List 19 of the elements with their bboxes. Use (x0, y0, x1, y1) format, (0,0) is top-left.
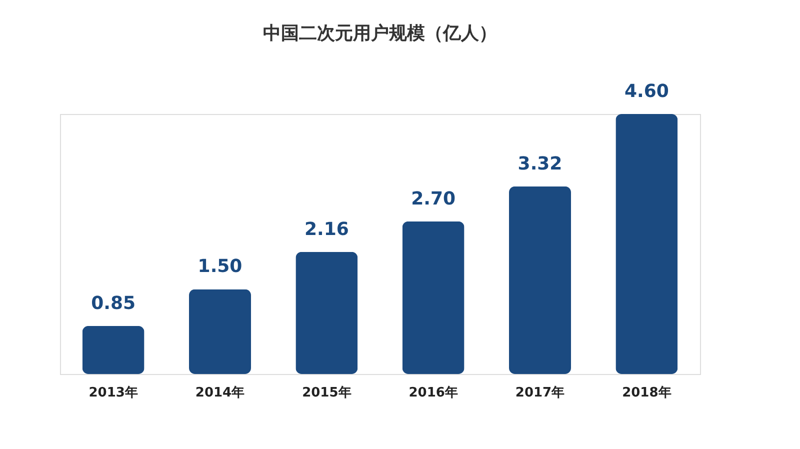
bar (402, 221, 464, 374)
x-tick-label: 2015年 (302, 386, 352, 400)
chart-title: 中国二次元用户规模（亿人） (263, 23, 497, 44)
data-label: 1.50 (198, 256, 242, 278)
data-label: 0.85 (91, 292, 136, 314)
bar (616, 114, 678, 374)
data-label: 4.60 (624, 81, 669, 102)
x-tick-label: 2017年 (515, 386, 565, 400)
bar (296, 252, 358, 374)
x-tick-label: 2014年 (195, 386, 245, 400)
x-tick-label: 2018年 (622, 386, 672, 400)
data-label: 2.70 (411, 188, 456, 210)
x-tick-label: 2013年 (88, 386, 138, 400)
bar (509, 186, 571, 374)
x-tick-label: 2016年 (408, 386, 458, 400)
bar (189, 289, 251, 374)
bar (82, 326, 144, 374)
data-label: 3.32 (518, 153, 562, 174)
data-label: 2.16 (304, 218, 349, 240)
